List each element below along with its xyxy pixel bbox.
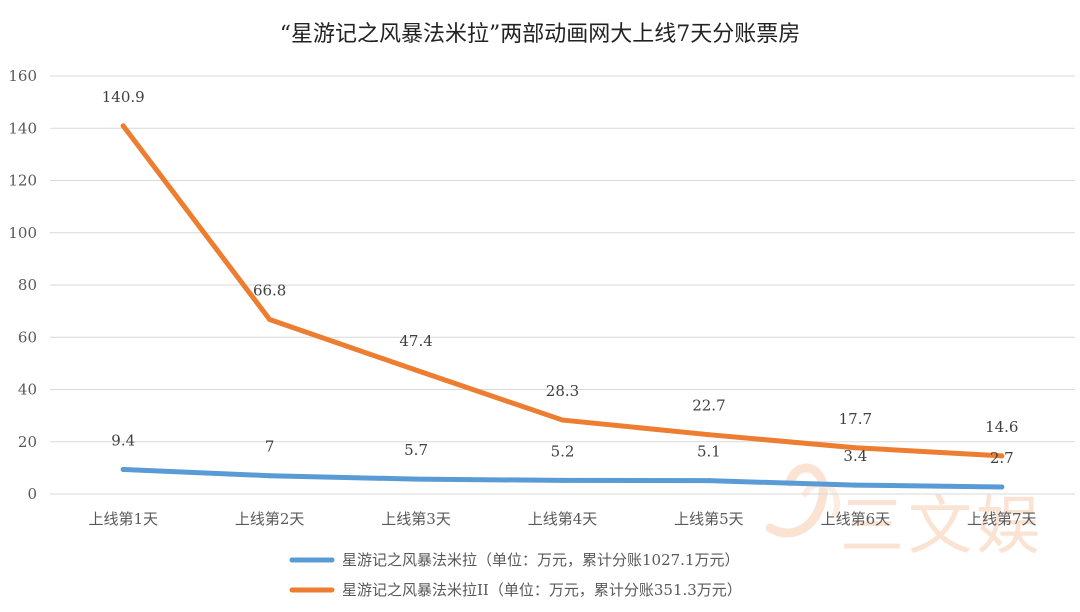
x-axis: 上线第1天 上线第2天 上线第3天 上线第4天 上线第5天 上线第6天 上线第7天 xyxy=(88,510,1036,528)
y-tick-label: 140 xyxy=(8,119,37,137)
y-tick-label: 0 xyxy=(27,485,37,503)
data-label: 3.4 xyxy=(843,447,867,465)
data-label: 9.4 xyxy=(111,431,135,449)
data-point xyxy=(852,445,858,451)
data-point xyxy=(706,432,712,438)
data-point xyxy=(120,123,126,129)
data-label: 140.9 xyxy=(102,88,145,106)
legend: 星游记之风暴法米拉（单位：万元，累计分账1027.1万元） 星游记之风暴法米拉II… xyxy=(289,551,742,599)
data-label: 66.8 xyxy=(253,281,286,299)
chart-title: “星游记之风暴法米拉”两部动画网大上线7天分账票房 xyxy=(280,22,801,47)
y-axis: 0 20 40 60 80 100 120 140 160 xyxy=(8,67,37,503)
data-label: 2.7 xyxy=(990,449,1014,467)
data-label: 7 xyxy=(265,438,275,456)
data-point xyxy=(560,417,565,423)
data-point xyxy=(706,478,712,484)
data-point xyxy=(267,316,273,322)
data-label: 17.7 xyxy=(839,410,872,428)
y-tick-label: 120 xyxy=(8,172,37,190)
data-point xyxy=(413,476,419,482)
data-label: 5.1 xyxy=(697,443,721,461)
data-label: 47.4 xyxy=(399,332,432,350)
data-labels: 9.4 7 5.7 5.2 5.1 3.4 2.7 140.9 66.8 47.4 28.3 22.7… xyxy=(102,88,1019,467)
watermark-logo: 三文娱 xyxy=(765,463,1044,564)
legend-label-1: 星游记之风暴法米拉（单位：万元，累计分账1027.1万元） xyxy=(342,551,740,569)
y-tick-label: 60 xyxy=(18,328,37,346)
y-tick-label: 20 xyxy=(18,433,37,451)
data-point xyxy=(560,477,565,483)
data-point xyxy=(852,482,858,488)
data-point xyxy=(267,473,273,479)
y-tick-label: 80 xyxy=(18,276,37,294)
x-tick-label: 上线第6天 xyxy=(821,510,891,528)
data-label: 28.3 xyxy=(546,382,579,400)
y-tick-label: 100 xyxy=(8,224,37,242)
data-label: 5.2 xyxy=(551,442,575,460)
data-label: 14.6 xyxy=(985,418,1018,436)
x-tick-label: 上线第4天 xyxy=(528,510,598,528)
grid-lines xyxy=(50,75,1075,495)
data-point xyxy=(413,367,419,373)
watermark-text: 三文娱 xyxy=(840,490,1044,564)
x-tick-label: 上线第3天 xyxy=(381,510,451,528)
data-label: 5.7 xyxy=(404,441,428,459)
x-tick-label: 上线第5天 xyxy=(674,510,744,528)
y-tick-label: 160 xyxy=(8,67,37,85)
legend-label-2: 星游记之风暴法米拉II（单位：万元，累计分账351.3万元） xyxy=(342,581,742,599)
data-label: 22.7 xyxy=(692,397,725,415)
y-tick-label: 40 xyxy=(18,381,37,399)
x-tick-label: 上线第1天 xyxy=(88,510,158,528)
data-point xyxy=(999,484,1005,490)
data-point xyxy=(999,453,1005,459)
x-tick-label: 上线第2天 xyxy=(235,510,305,528)
x-tick-label: 上线第7天 xyxy=(967,510,1037,528)
series-lines xyxy=(120,123,1005,490)
data-point xyxy=(120,466,126,472)
